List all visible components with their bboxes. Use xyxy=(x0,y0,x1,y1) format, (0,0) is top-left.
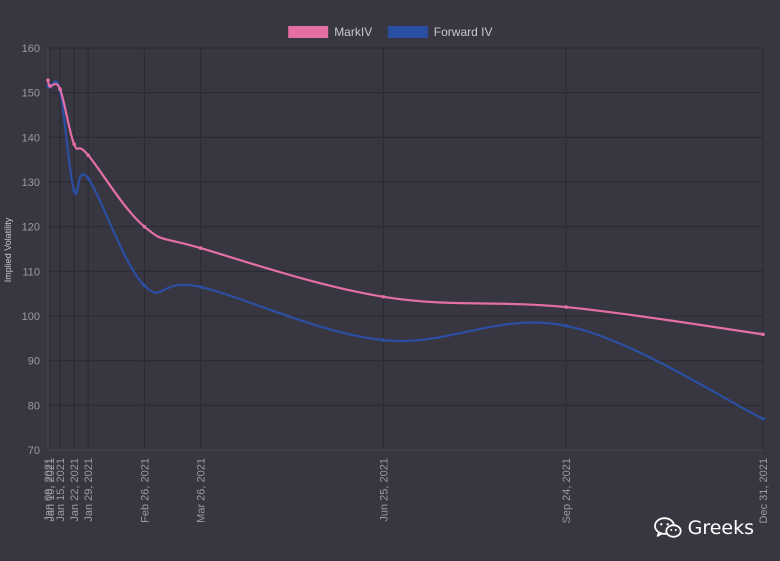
y-axis-label: Implied Volatility xyxy=(3,217,13,282)
data-point[interactable] xyxy=(72,142,76,146)
y-tick-label: 130 xyxy=(22,177,40,189)
legend-label: MarkIV xyxy=(334,25,372,39)
x-tick-label: Feb 26, 2021 xyxy=(139,458,151,523)
x-tick-label: Jan 22, 2021 xyxy=(69,458,81,522)
x-tick-label: Jan 10, 2021 xyxy=(45,458,57,522)
legend-item-forward-iv[interactable]: Forward IV xyxy=(387,25,493,39)
watermark-text: Greeks xyxy=(687,517,754,539)
data-point[interactable] xyxy=(142,224,147,229)
data-point[interactable] xyxy=(198,285,203,289)
y-tick-label: 90 xyxy=(28,356,40,368)
grid-lines xyxy=(47,47,764,451)
watermark: Greeks xyxy=(653,517,754,539)
data-point[interactable] xyxy=(381,294,386,299)
data-point[interactable] xyxy=(761,332,765,337)
x-tick-label: Jun 25, 2021 xyxy=(378,458,390,522)
legend-item-markiv[interactable]: MarkIV xyxy=(288,25,372,39)
y-tick-label: 80 xyxy=(28,400,40,412)
data-point[interactable] xyxy=(198,246,203,250)
x-tick-label: Dec 31, 2021 xyxy=(758,458,770,523)
data-point[interactable] xyxy=(86,176,90,181)
data-point[interactable] xyxy=(564,324,568,328)
legend-swatch xyxy=(387,26,428,38)
series-line xyxy=(47,80,764,420)
data-point[interactable] xyxy=(86,153,90,157)
series-markiv xyxy=(46,78,765,337)
data-point[interactable] xyxy=(564,305,568,309)
y-tick-label: 160 xyxy=(22,43,40,55)
x-tick-label: Mar 26, 2021 xyxy=(196,458,208,523)
legend-label: Forward IV xyxy=(434,25,493,39)
data-point[interactable] xyxy=(761,416,765,421)
data-point[interactable] xyxy=(381,338,386,342)
x-tick-label: Jan 29, 2021 xyxy=(83,458,95,522)
y-tick-label: 150 xyxy=(22,88,40,100)
legend[interactable]: MarkIV Forward IV xyxy=(288,25,492,39)
data-point[interactable] xyxy=(58,87,62,91)
y-tick-label: 70 xyxy=(28,445,40,457)
data-point[interactable] xyxy=(46,78,50,82)
series-line xyxy=(46,79,764,336)
y-tick-label: 140 xyxy=(22,132,40,144)
wechat-icon xyxy=(653,517,682,538)
y-axis-ticks: 70 80 90 100 110 120 130 140 150 160 xyxy=(22,43,40,457)
y-tick-label: 100 xyxy=(22,311,40,323)
y-tick-label: 110 xyxy=(22,266,40,278)
data-point[interactable] xyxy=(48,84,52,88)
data-point[interactable] xyxy=(142,283,147,288)
series-forward-iv xyxy=(46,80,765,421)
data-point[interactable] xyxy=(72,189,76,193)
x-tick-label: Jan 09, 2021 xyxy=(43,458,55,522)
x-tick-label: Jan 15, 2021 xyxy=(55,458,67,522)
series-layer xyxy=(46,78,765,421)
y-tick-label: 120 xyxy=(22,222,40,234)
x-tick-label: Sep 24, 2021 xyxy=(561,458,573,523)
legend-swatch xyxy=(288,26,329,38)
